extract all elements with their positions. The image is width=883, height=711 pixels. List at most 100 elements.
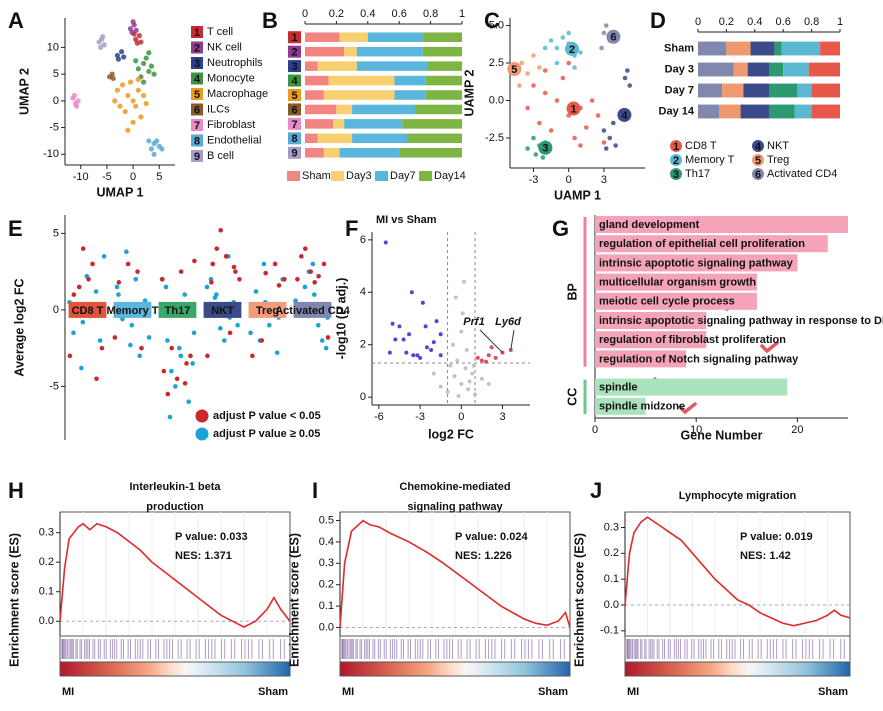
point [160, 276, 165, 282]
plot-title: Chemokine-mediated [399, 481, 510, 493]
bar-segment [305, 104, 337, 115]
category-box [293, 301, 332, 318]
point [542, 68, 548, 73]
point [293, 298, 298, 304]
bar-segment [394, 75, 426, 86]
point [182, 381, 188, 386]
legend-label: Endothelial [207, 134, 261, 146]
point [135, 269, 140, 274]
point [129, 322, 135, 328]
point [142, 298, 148, 304]
bar [595, 216, 848, 233]
category-label: Treg [256, 305, 279, 317]
point [560, 35, 566, 40]
bar-segment [344, 46, 357, 57]
legend-number: 7 [194, 120, 200, 132]
point [136, 33, 142, 39]
point [191, 330, 197, 336]
y-axis-label: Enrichment score (ES) [572, 533, 586, 667]
bar-segment [402, 119, 462, 129]
category-label: Activated CD4 [275, 305, 350, 317]
category-swatch [288, 74, 301, 87]
point [525, 146, 530, 151]
point [133, 27, 139, 33]
y-tick-label: -0.1 [600, 625, 619, 637]
legend-swatch [191, 57, 203, 69]
legend-label: Monocyte [207, 72, 255, 84]
legend-label: Treg [767, 154, 789, 166]
point [118, 49, 125, 55]
group-label-right: Sham [538, 686, 568, 698]
legend-swatch [419, 171, 432, 181]
bar-segment [781, 41, 821, 56]
bar-segment [344, 119, 403, 129]
x-axis-label: UMAP 1 [96, 185, 143, 199]
point [274, 350, 280, 356]
x-tick-label: 0.4 [747, 16, 762, 28]
point [67, 353, 73, 359]
x-tick-label: 0.2 [329, 8, 344, 20]
point [174, 376, 180, 382]
bar [595, 331, 707, 349]
point [622, 75, 628, 81]
legend-swatch [375, 171, 388, 181]
point [135, 87, 141, 93]
point [489, 345, 494, 350]
point [71, 292, 77, 297]
legend-swatch [670, 140, 682, 152]
category-label: Memory T [107, 305, 159, 317]
bar-segment [339, 32, 368, 42]
point [233, 269, 238, 274]
group-label-left: MI [627, 686, 639, 698]
point [572, 135, 577, 141]
category-label: Th17 [165, 305, 191, 317]
legend-number: 6 [194, 104, 200, 116]
bar-segment [305, 46, 345, 57]
point [100, 34, 106, 40]
point [261, 261, 267, 267]
point [431, 371, 436, 376]
legend-label: B cell [207, 150, 234, 162]
x-tick-label: -3 [415, 411, 425, 423]
bar-segment [811, 83, 840, 98]
cluster-marker-label: 6 [610, 32, 616, 44]
stat-annotation: P value: 0.033 [175, 531, 248, 543]
legend-number: 9 [194, 151, 200, 163]
point [459, 329, 464, 334]
legend-swatch [191, 41, 203, 54]
point [114, 87, 120, 93]
y-tick-label: 5 [53, 227, 59, 239]
legend-label: NKT [767, 140, 789, 152]
point [151, 151, 157, 157]
point [143, 55, 149, 61]
legend-label: CD8 T [685, 140, 717, 152]
point [316, 273, 321, 279]
point [601, 30, 607, 36]
x-tick-label: 0.6 [392, 8, 407, 20]
bar-segment [733, 62, 748, 77]
y-tick-label: 0.2 [319, 579, 334, 591]
point [464, 347, 469, 352]
point [101, 254, 107, 259]
point [110, 75, 116, 82]
stat-annotation: NES: 1.42 [740, 550, 791, 562]
point [101, 42, 107, 48]
point [112, 335, 118, 340]
x-tick-label: -10 [73, 171, 89, 183]
point [460, 311, 465, 316]
cluster-marker [507, 62, 522, 76]
panel-letter: F [345, 216, 358, 241]
bar-label: regulation of fibroblast proliferation [599, 334, 786, 346]
x-tick-label: 5 [156, 171, 162, 183]
panel-letter: A [8, 8, 24, 33]
bar [595, 292, 757, 310]
bar-segment [333, 119, 345, 129]
y-tick-label: Sham [664, 42, 694, 54]
point [165, 391, 171, 397]
y-tick-label: 0.0 [39, 615, 54, 627]
legend-number: 3 [194, 58, 200, 70]
point [607, 135, 613, 141]
legend-label: adjust P value < 0.05 [213, 410, 321, 422]
point [312, 280, 317, 285]
point [133, 58, 139, 64]
